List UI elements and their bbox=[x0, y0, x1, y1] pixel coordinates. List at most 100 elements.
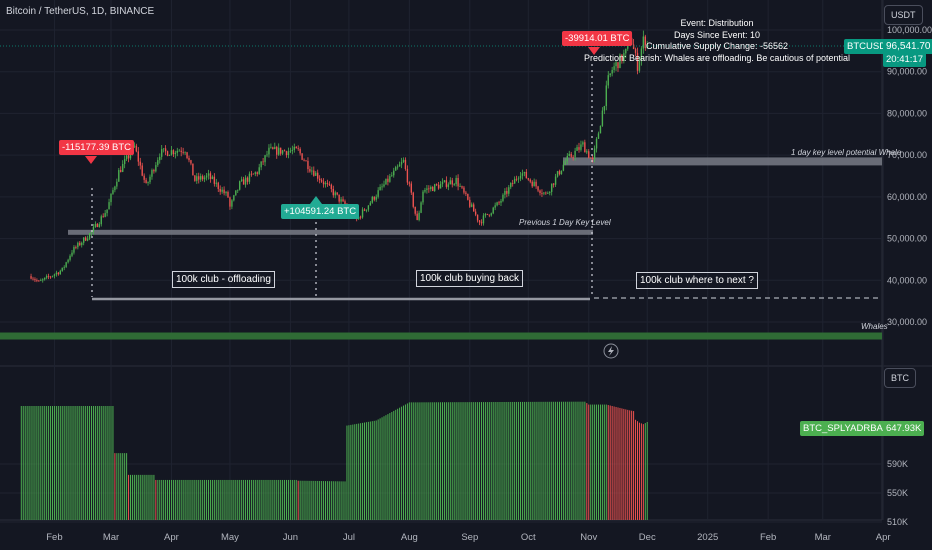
candle-body[interactable] bbox=[632, 44, 635, 50]
indicator-bar[interactable] bbox=[313, 480, 315, 520]
indicator-bar[interactable] bbox=[305, 480, 307, 520]
candle-body[interactable] bbox=[141, 165, 143, 176]
candle-body[interactable] bbox=[636, 52, 639, 71]
indicator-bar[interactable] bbox=[315, 480, 317, 520]
candle-body[interactable] bbox=[570, 153, 572, 157]
indicator-bar[interactable] bbox=[266, 479, 268, 520]
indicator-bar[interactable] bbox=[227, 479, 229, 520]
indicator-bar[interactable] bbox=[46, 406, 48, 520]
candle-body[interactable] bbox=[578, 147, 580, 150]
indicator-bar[interactable] bbox=[492, 402, 494, 520]
candle-body[interactable] bbox=[188, 158, 190, 161]
indicator-bar[interactable] bbox=[557, 401, 559, 520]
indicator-bar[interactable] bbox=[235, 479, 237, 520]
indicator-bar[interactable] bbox=[482, 402, 484, 520]
indicator-bar[interactable] bbox=[65, 406, 67, 520]
candle-body[interactable] bbox=[480, 222, 483, 224]
indicator-bar[interactable] bbox=[250, 479, 252, 520]
indicator-bar[interactable] bbox=[440, 402, 442, 520]
candle-body[interactable] bbox=[437, 185, 440, 189]
candle-body[interactable] bbox=[369, 202, 372, 206]
candle-body[interactable] bbox=[276, 146, 278, 155]
indicator-bar[interactable] bbox=[299, 480, 301, 520]
candle-body[interactable] bbox=[98, 224, 100, 227]
indicator-bar[interactable] bbox=[533, 401, 535, 520]
candle-body[interactable] bbox=[572, 156, 574, 158]
indicator-bar[interactable] bbox=[114, 453, 116, 520]
candle-body[interactable] bbox=[92, 226, 95, 232]
indicator-bar[interactable] bbox=[217, 479, 219, 520]
candle-body[interactable] bbox=[79, 242, 81, 246]
indicator-bar[interactable] bbox=[280, 479, 282, 520]
candle-body[interactable] bbox=[237, 189, 239, 191]
candle-body[interactable] bbox=[317, 172, 319, 179]
candle-body[interactable] bbox=[266, 154, 268, 156]
indicator-bar[interactable] bbox=[619, 407, 621, 520]
indicator-bar[interactable] bbox=[287, 479, 289, 520]
candle-body[interactable] bbox=[556, 171, 559, 177]
indicator-bar[interactable] bbox=[85, 406, 87, 520]
indicator-bar[interactable] bbox=[416, 402, 418, 520]
indicator-bar[interactable] bbox=[194, 479, 196, 520]
indicator-bar[interactable] bbox=[241, 479, 243, 520]
indicator-bar[interactable] bbox=[438, 402, 440, 520]
candle-body[interactable] bbox=[332, 188, 334, 196]
candle-body[interactable] bbox=[441, 181, 444, 185]
candle-body[interactable] bbox=[61, 267, 63, 271]
indicator-bar[interactable] bbox=[338, 481, 340, 520]
candle-body[interactable] bbox=[457, 178, 459, 187]
indicator-bar[interactable] bbox=[272, 479, 274, 520]
candle-body[interactable] bbox=[328, 183, 331, 185]
candle-body[interactable] bbox=[517, 178, 520, 180]
candle-body[interactable] bbox=[492, 207, 494, 214]
candle-body[interactable] bbox=[289, 150, 292, 152]
candle-body[interactable] bbox=[155, 165, 157, 172]
indicator-bar[interactable] bbox=[475, 402, 477, 520]
indicator-bar[interactable] bbox=[401, 406, 403, 520]
indicator-bar[interactable] bbox=[549, 401, 551, 520]
candle-body[interactable] bbox=[100, 216, 102, 225]
candle-body[interactable] bbox=[106, 209, 108, 214]
candle-body[interactable] bbox=[297, 148, 299, 150]
indicator-bar[interactable] bbox=[564, 401, 566, 520]
candle-body[interactable] bbox=[496, 202, 498, 206]
candle-body[interactable] bbox=[90, 231, 93, 234]
indicator-bar[interactable] bbox=[486, 402, 488, 520]
indicator-bar[interactable] bbox=[139, 474, 141, 520]
candle-body[interactable] bbox=[543, 192, 545, 194]
candle-body[interactable] bbox=[285, 151, 288, 156]
candle-body[interactable] bbox=[67, 259, 69, 263]
indicator-bar[interactable] bbox=[560, 401, 562, 520]
indicator-bar[interactable] bbox=[537, 401, 539, 520]
indicator-bar[interactable] bbox=[508, 401, 510, 520]
candle-body[interactable] bbox=[268, 147, 270, 155]
candle-body[interactable] bbox=[260, 161, 262, 168]
indicator-bar[interactable] bbox=[570, 401, 572, 520]
indicator-bar[interactable] bbox=[346, 425, 348, 520]
candle-body[interactable] bbox=[391, 175, 393, 177]
indicator-bar[interactable] bbox=[63, 406, 65, 520]
indicator-bar[interactable] bbox=[135, 474, 137, 520]
candle-body[interactable] bbox=[607, 75, 609, 86]
candle-body[interactable] bbox=[533, 181, 535, 187]
indicator-bar[interactable] bbox=[124, 453, 126, 520]
candle-body[interactable] bbox=[256, 172, 258, 174]
indicator-bar[interactable] bbox=[551, 401, 553, 520]
candle-body[interactable] bbox=[248, 173, 251, 182]
candle-body[interactable] bbox=[242, 179, 245, 185]
candle-body[interactable] bbox=[617, 62, 619, 69]
indicator-bar[interactable] bbox=[61, 406, 63, 520]
candle-body[interactable] bbox=[223, 189, 225, 194]
indicator-bar[interactable] bbox=[631, 410, 633, 520]
price-unit-button[interactable]: USDT bbox=[884, 5, 923, 25]
indicator-bar[interactable] bbox=[479, 402, 481, 520]
candle-body[interactable] bbox=[402, 159, 405, 163]
candle-body[interactable] bbox=[174, 152, 177, 155]
indicator-bar[interactable] bbox=[83, 406, 85, 520]
indicator-bar[interactable] bbox=[52, 406, 53, 520]
candle-body[interactable] bbox=[38, 280, 40, 282]
candle-body[interactable] bbox=[340, 199, 342, 202]
indicator-bar[interactable] bbox=[642, 424, 644, 520]
candle-body[interactable] bbox=[539, 190, 541, 193]
indicator-bar[interactable] bbox=[463, 402, 465, 520]
